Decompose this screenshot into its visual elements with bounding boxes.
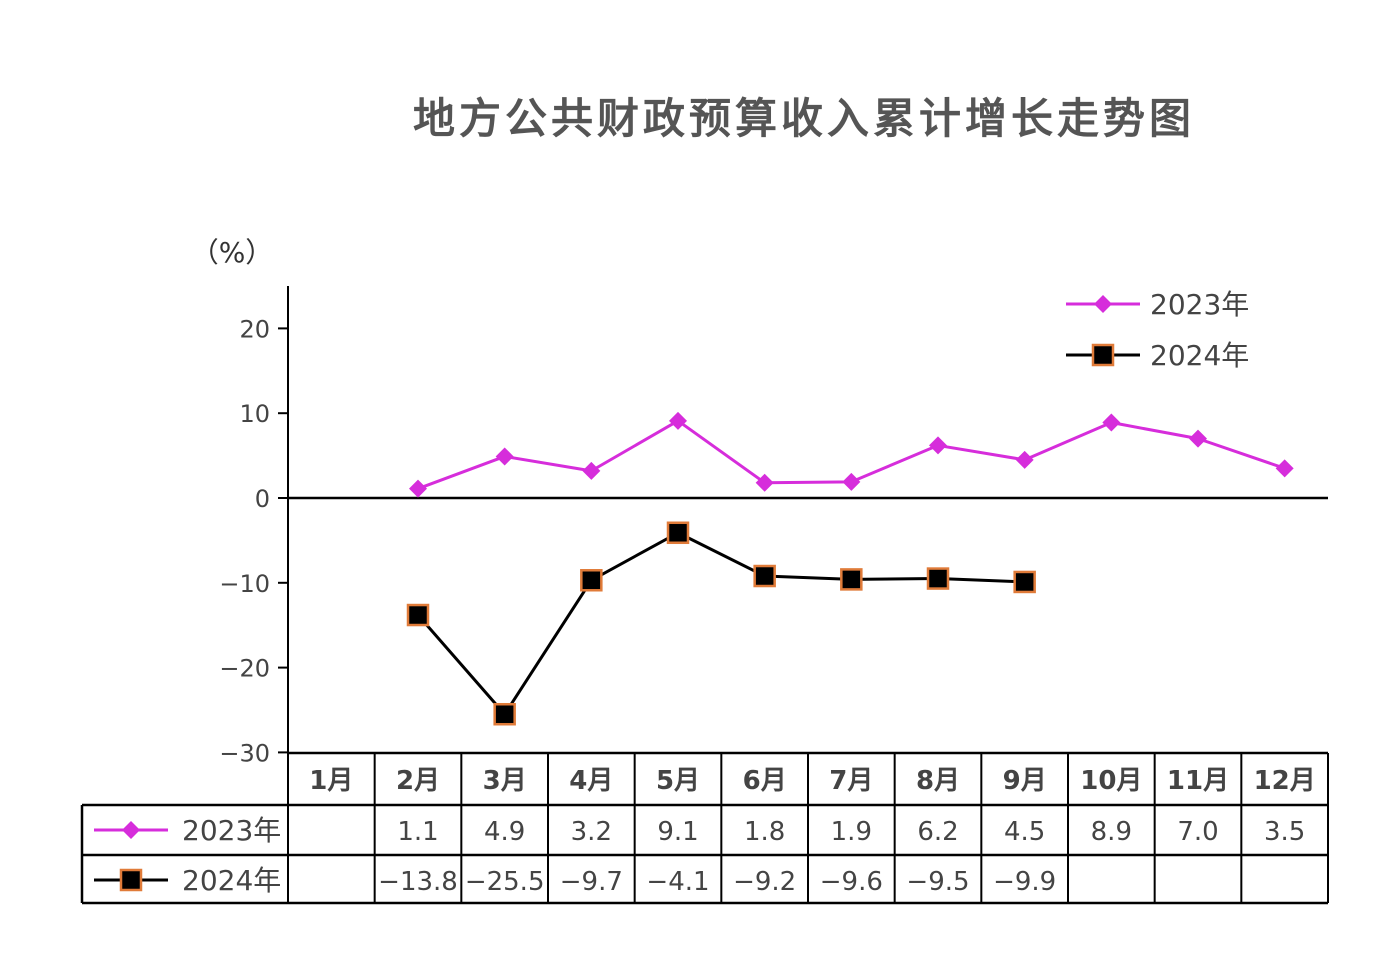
data-point (580, 569, 603, 592)
y-tick-label: −20 (219, 655, 270, 683)
data-label: −9.6 (820, 867, 883, 897)
data-label: 3.5 (1264, 817, 1305, 847)
legend-label: 2024年 (1150, 339, 1249, 372)
category-label: 2月 (396, 766, 440, 796)
y-tick-label: 20 (239, 315, 270, 343)
category-label: 1月 (309, 766, 353, 796)
data-label: 1.8 (744, 817, 785, 847)
data-label: 4.5 (1004, 817, 1045, 847)
legend-marker (1094, 295, 1112, 313)
data-label: 9.1 (657, 817, 698, 847)
data-label: 8.9 (1091, 817, 1132, 847)
data-point (1015, 450, 1034, 469)
data-label: −9.7 (560, 867, 623, 897)
data-point (753, 564, 776, 588)
data-point (1013, 570, 1036, 594)
data-label: −13.8 (378, 867, 458, 897)
data-point (842, 472, 861, 491)
legend-label: 2023年 (1150, 288, 1249, 321)
category-label: 8月 (916, 766, 960, 796)
data-label: 6.2 (917, 817, 958, 847)
legend: 2023年 2024年 (1066, 288, 1249, 372)
row-key-marker (119, 868, 143, 892)
chart-title: 地方公共财政预算收入累计增长走势图 (413, 94, 1195, 143)
data-point (926, 567, 950, 590)
data-point (666, 521, 690, 545)
category-label: 11月 (1167, 766, 1229, 796)
y-axis-unit: （%） (191, 236, 274, 269)
data-label: 4.9 (484, 817, 525, 847)
row-header-label: 2023年 (182, 814, 281, 847)
data-point (1189, 429, 1207, 448)
data-table: 1月 2月 3月 4月 5月 6月 7月 8月 9月 10月 11月 12月 2023年 1.1 4.9 3.… (80, 751, 1329, 905)
category-label: 5月 (656, 766, 700, 796)
data-label: −9.2 (733, 867, 796, 897)
data-point (1102, 413, 1121, 432)
data-point (755, 473, 774, 492)
y-tick-label: −10 (219, 570, 270, 598)
category-label: 10月 (1080, 766, 1142, 796)
data-label: 1.1 (397, 817, 438, 847)
series-layer (406, 411, 1294, 726)
data-label: 7.0 (1177, 817, 1218, 847)
legend-marker (1091, 343, 1115, 367)
data-point (493, 702, 516, 726)
y-tick-label: 10 (239, 400, 270, 428)
axes: −30 −20 −10 0 10 20 (219, 286, 1328, 767)
row-header-label: 2024年 (182, 864, 281, 897)
category-label: 3月 (483, 766, 527, 796)
data-point (495, 447, 514, 466)
category-label: 4月 (569, 766, 613, 796)
data-point (669, 411, 687, 430)
data-point (406, 603, 430, 627)
series-line (416, 531, 1025, 716)
y-tick-label: −30 (219, 739, 270, 767)
series-0 (409, 411, 1294, 498)
category-label: 7月 (829, 766, 873, 796)
category-label: 9月 (1003, 766, 1047, 796)
data-point (582, 461, 601, 480)
series-1 (406, 521, 1036, 726)
data-point (929, 436, 947, 455)
data-label: −9.5 (906, 867, 969, 897)
data-point (1275, 459, 1294, 478)
data-point (409, 479, 427, 498)
y-tick-label: 0 (255, 485, 270, 513)
category-label: 6月 (743, 766, 787, 796)
data-label: −4.1 (646, 867, 709, 897)
data-label: 1.9 (831, 817, 872, 847)
category-label: 12月 (1254, 766, 1316, 796)
data-label: −25.5 (465, 867, 545, 897)
data-label: −9.9 (993, 867, 1056, 897)
row-key-marker (122, 821, 140, 839)
data-label: 3.2 (571, 817, 612, 847)
data-point (840, 568, 863, 591)
